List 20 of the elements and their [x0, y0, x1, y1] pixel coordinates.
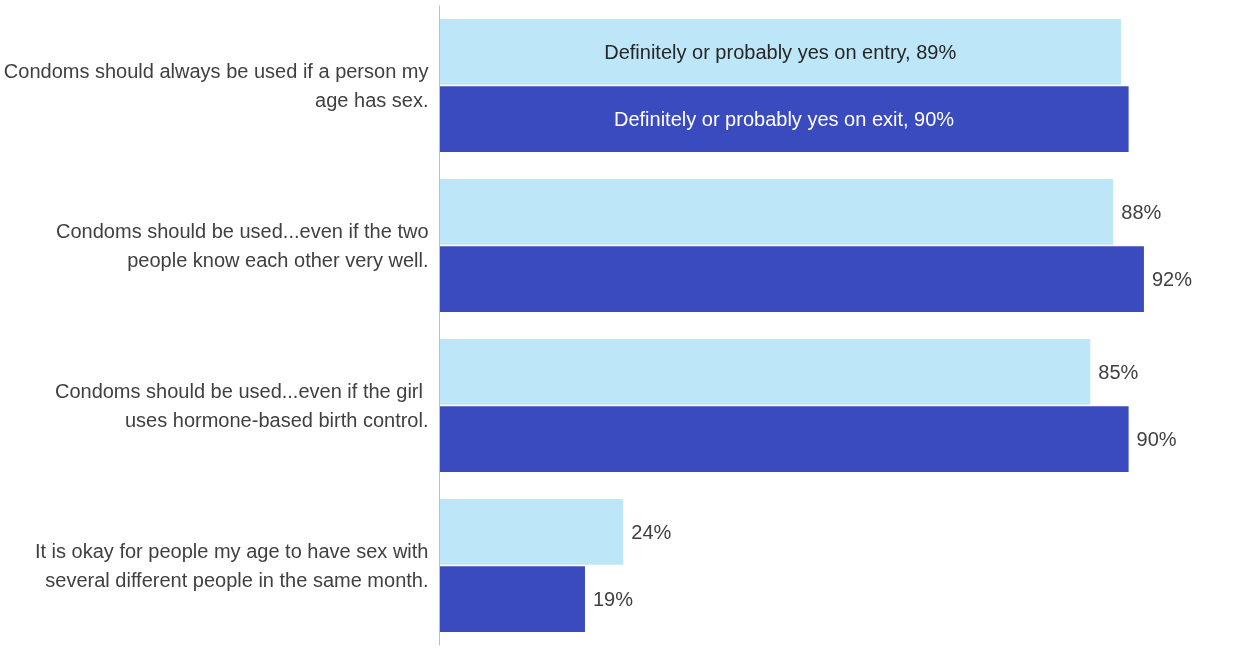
y-tick-label: Condoms should be used...even if the girl uses hormone-based birth control. — [54, 380, 429, 431]
bar — [439, 18, 1121, 85]
bar — [439, 406, 1129, 473]
data-label: 24% — [631, 520, 672, 543]
data-label: Definitely or probably yes on entry, 89% — [604, 40, 957, 63]
y-tick-label: Condoms should always be used if a person my age has sex. — [3, 60, 429, 111]
data-label: Definitely or probably yes on exit, 90% — [613, 108, 955, 131]
bar — [439, 338, 1091, 405]
y-tick-label: Condoms should be used...even if the two people know each other very well. — [56, 220, 429, 271]
bar — [439, 178, 1114, 245]
bar — [439, 86, 1129, 153]
bar — [439, 498, 624, 565]
bar — [439, 246, 1144, 313]
data-label: 92% — [1151, 268, 1193, 291]
data-label: 90% — [1136, 428, 1177, 451]
y-tick-label: It is okay for people my age to have sex with several different people in the same month. — [34, 540, 429, 591]
data-label: 85% — [1098, 360, 1139, 383]
data-label: 88% — [1121, 200, 1162, 223]
data-label: 19% — [592, 588, 634, 611]
bar — [439, 566, 585, 633]
